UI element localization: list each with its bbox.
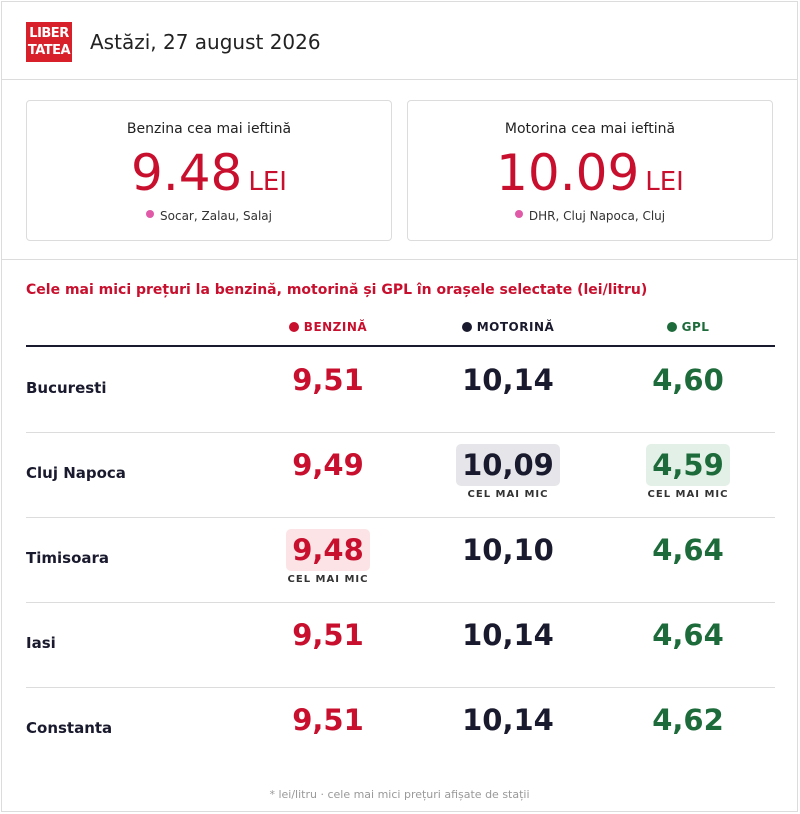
benzina-cell: 9,51 xyxy=(248,359,408,401)
table-row: Bucuresti 9,51 10,14 4,60 xyxy=(26,347,775,433)
price-value: 10,14 xyxy=(462,363,554,397)
location-pin-icon xyxy=(146,210,155,218)
card-price-value: 9.48 xyxy=(131,144,243,202)
table-row: Iasi 9,51 10,14 4,64 xyxy=(26,602,775,688)
gpl-cell: 4,60 xyxy=(608,359,768,401)
price-value-lowest: 9,48 xyxy=(286,529,370,571)
price-value: 4,64 xyxy=(652,533,724,567)
city-name: Constanta xyxy=(26,719,113,737)
benzina-dot-icon xyxy=(288,322,299,332)
card-title: Motorina cea mai ieftină xyxy=(504,121,676,137)
page-date: Astăzi, 27 august 2026 xyxy=(90,30,321,54)
lowest-badge: CEL MAI MIC xyxy=(647,489,729,500)
price-value: 9,51 xyxy=(292,363,364,397)
price-value: 4,64 xyxy=(652,618,724,652)
city-name: Timisoara xyxy=(26,549,110,567)
footnote: * lei/litru · cele mai mici prețuri afiș… xyxy=(269,788,530,801)
card-location-text: Socar, Zalau, Salaj xyxy=(160,209,272,223)
price-value: 9,49 xyxy=(292,448,364,482)
card-title: Benzina cea mai ieftină xyxy=(126,121,292,137)
price-value: 9,51 xyxy=(292,703,364,737)
benzina-cell: 9,48 CEL MAI MIC xyxy=(248,529,408,585)
cheapest-motorina-card: Motorina cea mai ieftină 10.09 LEI DHR, C… xyxy=(407,100,773,241)
card-location: Socar, Zalau, Salaj xyxy=(27,209,391,223)
section-title: Cele mai mici prețuri la benzină, motori… xyxy=(26,282,648,298)
motorina-cell: 10,14 xyxy=(428,614,588,656)
table-row: Constanta 9,51 10,14 4,62 xyxy=(26,687,775,773)
city-name: Bucuresti xyxy=(26,379,107,397)
city-name: Iasi xyxy=(26,634,56,652)
price-value-lowest: 10,09 xyxy=(456,444,560,486)
card-location: DHR, Cluj Napoca, Cluj xyxy=(408,209,772,223)
card-location-text: DHR, Cluj Napoca, Cluj xyxy=(528,209,666,223)
card-price-unit: LEI xyxy=(645,167,684,197)
cheapest-benzina-card: Benzina cea mai ieftină 9.48 LEI Socar, Z… xyxy=(26,100,392,241)
motorina-cell: 10,14 xyxy=(428,359,588,401)
card-price: 10.09 LEI xyxy=(408,145,772,210)
header: LIBER TATEA Astăzi, 27 august 2026 xyxy=(2,2,797,80)
price-value: 10,14 xyxy=(462,618,554,652)
price-value-lowest: 4,59 xyxy=(646,444,730,486)
libertatea-logo[interactable]: LIBER TATEA xyxy=(26,22,72,62)
gpl-cell: 4,64 xyxy=(608,529,768,571)
card-price-unit: LEI xyxy=(248,167,287,197)
card-price-value: 10.09 xyxy=(496,144,640,202)
motorina-dot-icon xyxy=(461,322,472,332)
gpl-cell: 4,59 CEL MAI MIC xyxy=(608,444,768,500)
price-value: 4,62 xyxy=(652,703,724,737)
price-value: 4,60 xyxy=(652,363,724,397)
gpl-cell: 4,64 xyxy=(608,614,768,656)
table-row: Timisoara 9,48 CEL MAI MIC 10,10 4,64 xyxy=(26,517,775,603)
price-value: 9,51 xyxy=(292,618,364,652)
logo-line-1: LIBER xyxy=(29,26,69,41)
gpl-cell: 4,62 xyxy=(608,699,768,741)
column-header-gpl: GPL xyxy=(608,320,768,334)
column-header-benzina: BENZINĂ xyxy=(248,320,408,334)
gpl-dot-icon xyxy=(666,322,677,332)
price-value: 10,14 xyxy=(462,703,554,737)
table-row: Cluj Napoca 9,49 10,09 CEL MAI MIC 4,59 CE… xyxy=(26,432,775,518)
column-header-motorina: MOTORINĂ xyxy=(428,320,588,334)
benzina-cell: 9,49 xyxy=(248,444,408,486)
lowest-badge: CEL MAI MIC xyxy=(467,489,549,500)
lowest-badge: CEL MAI MIC xyxy=(287,574,369,585)
table-header-divider xyxy=(26,345,775,347)
benzina-cell: 9,51 xyxy=(248,614,408,656)
benzina-cell: 9,51 xyxy=(248,699,408,741)
card-price: 9.48 LEI xyxy=(27,145,391,210)
price-value: 10,10 xyxy=(462,533,554,567)
cheapest-cards: Benzina cea mai ieftină 9.48 LEI Socar, Z… xyxy=(2,80,797,260)
logo-line-2: TATEA xyxy=(27,43,71,58)
motorina-cell: 10,10 xyxy=(428,529,588,571)
location-pin-icon xyxy=(514,210,523,218)
motorina-cell: 10,09 CEL MAI MIC xyxy=(428,444,588,500)
motorina-cell: 10,14 xyxy=(428,699,588,741)
city-name: Cluj Napoca xyxy=(26,464,126,482)
